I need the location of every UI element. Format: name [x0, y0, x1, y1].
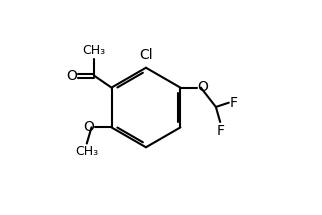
Text: F: F: [216, 124, 224, 138]
Text: CH₃: CH₃: [75, 145, 98, 158]
Text: F: F: [230, 96, 238, 110]
Text: CH₃: CH₃: [83, 44, 106, 57]
Text: O: O: [84, 120, 95, 134]
Text: Cl: Cl: [139, 48, 153, 62]
Text: O: O: [197, 80, 208, 94]
Text: O: O: [66, 69, 77, 83]
